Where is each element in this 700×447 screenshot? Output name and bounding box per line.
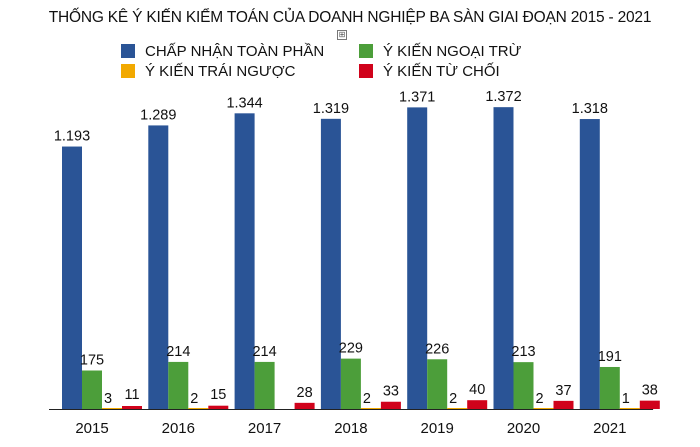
bar-2-2021 [599, 366, 620, 409]
bar-4-2021 [639, 400, 660, 409]
data-label-1-2019: 1.371 [399, 89, 435, 105]
data-label-4-2017: 28 [297, 385, 313, 401]
legend-swatch-series-3 [121, 64, 135, 78]
data-label-4-2021: 38 [642, 383, 658, 399]
expand-icon[interactable]: ⊞ [337, 30, 347, 40]
legend-swatch-series-1 [121, 44, 135, 58]
legend-swatch-series-4 [359, 64, 373, 78]
data-label-1-2021: 1.318 [572, 101, 608, 117]
bar-3-2016 [188, 408, 209, 409]
bar-4-2015 [122, 406, 142, 409]
data-label-2-2015: 175 [80, 353, 104, 369]
data-label-2-2018: 229 [339, 341, 363, 357]
data-label-4-2018: 33 [383, 384, 399, 400]
data-label-3-2021: 1 [622, 391, 630, 407]
bar-3-2020 [533, 408, 554, 409]
bar-1-2018 [320, 118, 341, 409]
legend-item-series-3[interactable]: Ý KIẾN TRÁI NGƯỢC [121, 62, 295, 80]
data-label-2-2020: 213 [511, 344, 535, 360]
bar-4-2016 [208, 405, 229, 409]
data-label-1-2016: 1.289 [140, 107, 176, 123]
bar-2-2015 [82, 370, 102, 409]
bar-3-2021 [619, 408, 640, 409]
data-label-3-2015: 3 [104, 391, 112, 407]
legend-label-series-4: Ý KIẾN TỪ CHỐI [383, 62, 500, 80]
chart-title: THỐNG KÊ Ý KIẾN KIỂM TOÁN CỦA DOANH NGHI… [48, 9, 652, 26]
legend-label-series-2: Ý KIẾN NGOẠI TRỪ [383, 42, 522, 60]
legend-item-series-2[interactable]: Ý KIẾN NGOẠI TRỪ [359, 42, 521, 60]
bar-1-2021 [579, 119, 600, 409]
legend-label-series-3: Ý KIẾN TRÁI NGƯỢC [145, 62, 296, 80]
bar-4-2020 [553, 400, 574, 409]
data-label-2-2017: 214 [252, 344, 276, 360]
x-tick-2020: 2020 [507, 420, 540, 437]
data-label-3-2016: 2 [190, 391, 198, 407]
data-label-2-2021: 191 [598, 349, 622, 365]
bar-1-2015 [62, 146, 82, 410]
bar-1-2020 [493, 107, 514, 409]
legend-label-series-1: CHẤP NHẬN TOÀN PHẦN [145, 42, 325, 60]
x-tick-2015: 2015 [75, 420, 108, 437]
x-tick-2016: 2016 [162, 420, 195, 437]
bar-3-2018 [360, 408, 381, 409]
data-label-3-2020: 2 [535, 391, 543, 407]
bar-2-2016 [168, 361, 189, 409]
legend-item-series-1[interactable]: CHẤP NHẬN TOÀN PHẦN [121, 42, 324, 60]
bar-4-2018 [380, 401, 401, 409]
x-tick-2021: 2021 [593, 420, 626, 437]
data-label-3-2018: 2 [363, 391, 371, 407]
legend-swatch-series-2 [359, 44, 373, 58]
x-tick-2019: 2019 [421, 420, 454, 437]
data-label-4-2019: 40 [469, 382, 485, 398]
data-label-1-2018: 1.319 [313, 101, 349, 117]
data-label-4-2020: 37 [555, 383, 571, 399]
data-label-2-2019: 226 [425, 341, 449, 357]
x-tick-2017: 2017 [248, 420, 281, 437]
bar-2-2020 [513, 362, 534, 409]
x-tick-2018: 2018 [334, 420, 367, 437]
bar-1-2019 [407, 107, 428, 409]
bar-3-2019 [447, 408, 468, 409]
data-label-1-2020: 1.372 [485, 89, 521, 105]
bar-1-2017 [234, 113, 255, 409]
legend-item-series-4[interactable]: Ý KIẾN TỪ CHỐI [359, 62, 500, 80]
bar-1-2016 [148, 125, 169, 410]
bar-2-2019 [427, 359, 448, 409]
data-label-1-2017: 1.344 [226, 95, 262, 111]
data-label-4-2016: 15 [210, 387, 226, 403]
data-label-1-2015: 1.193 [54, 129, 90, 145]
bar-2-2017 [254, 361, 275, 409]
data-label-3-2019: 2 [449, 391, 457, 407]
bar-4-2017 [294, 402, 315, 409]
bar-4-2019 [467, 400, 488, 409]
data-label-4-2015: 11 [124, 387, 139, 403]
data-label-2-2016: 214 [166, 344, 190, 360]
bar-2-2018 [340, 358, 361, 409]
bar-3-2015 [102, 408, 122, 409]
